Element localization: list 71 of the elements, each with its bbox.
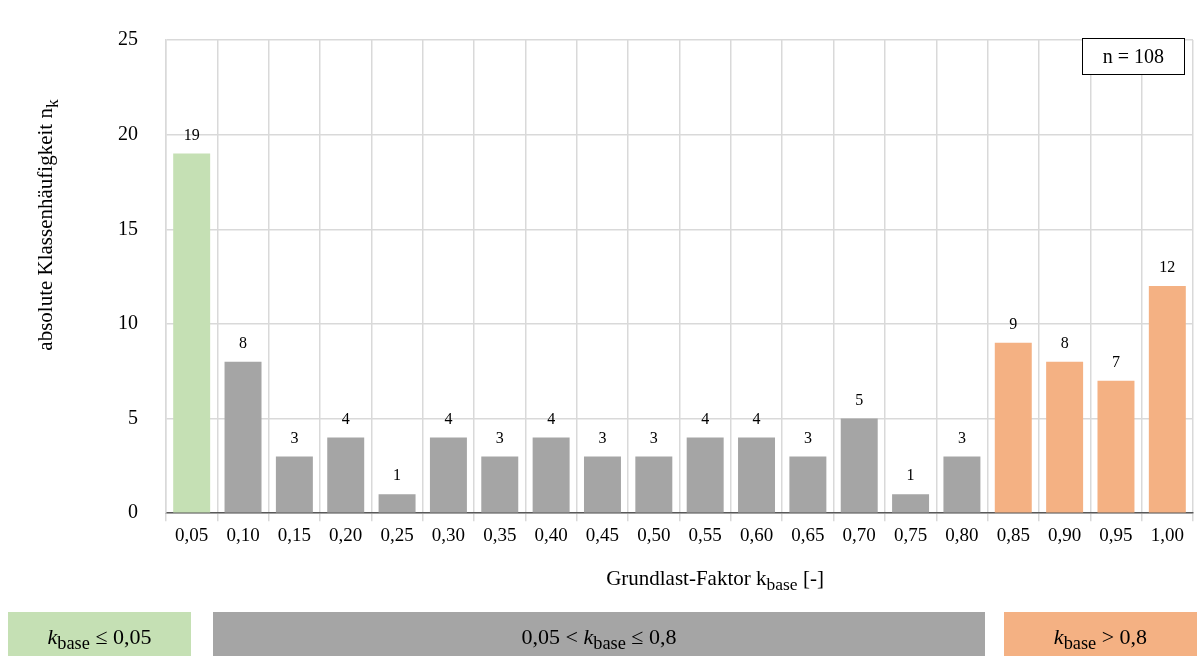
- data-label: 4: [752, 409, 761, 427]
- x-tick-label: 0,85: [996, 523, 1030, 545]
- x-tick-label: 0,90: [1048, 523, 1082, 545]
- x-tick-label: 0,60: [739, 523, 774, 545]
- y-tick-label: 25: [118, 27, 138, 50]
- text: 0,05 < k$_{base}$ ≤ 0,8: [213, 612, 985, 656]
- bar: [892, 494, 930, 513]
- x-axis-title: Grundlast-Faktor k$_{base}$ [-]: [606, 566, 824, 596]
- text: k$_{base}$ ≤ 0,05: [8, 612, 191, 656]
- data-label: 19: [183, 125, 200, 143]
- y-tick-label: 20: [118, 121, 138, 144]
- data-label: 5: [855, 390, 864, 408]
- data-label: 12: [1159, 258, 1176, 276]
- data-label: 4: [547, 409, 556, 427]
- x-tick-label: 0,40: [534, 523, 568, 545]
- text: k$_{base}$ > 0,8: [1004, 612, 1197, 656]
- data-label: 3: [649, 428, 658, 446]
- bar: [429, 437, 467, 513]
- x-tick-label: 0,45: [585, 523, 620, 545]
- bar: [224, 361, 262, 513]
- bar: [1046, 361, 1084, 513]
- x-tick-label: 0,15: [277, 523, 311, 545]
- bar: [686, 437, 724, 513]
- x-tick-label: 0,20: [329, 523, 363, 545]
- x-tick-label: 0,75: [893, 523, 928, 545]
- x-tick-label: 0,65: [791, 523, 825, 545]
- x-tick-label: 0,30: [431, 523, 466, 545]
- data-label: 3: [803, 428, 812, 446]
- bar: [994, 342, 1032, 513]
- x-tick-label: 0,95: [1099, 523, 1133, 545]
- x-tick-label: 0,35: [483, 523, 517, 545]
- bar: [738, 437, 776, 513]
- bar: [481, 456, 519, 513]
- bar: [840, 418, 878, 513]
- data-label: 4: [341, 409, 350, 427]
- data-label: 4: [444, 409, 453, 427]
- x-tick-label: 0,70: [842, 523, 876, 545]
- data-label: 9: [1009, 315, 1018, 333]
- bar: [532, 437, 570, 513]
- bar: [1148, 286, 1186, 513]
- data-label: 3: [495, 428, 504, 446]
- bar: [583, 456, 621, 513]
- bar: [635, 456, 673, 513]
- y-tick-label: 15: [118, 216, 138, 239]
- data-label: 8: [1060, 333, 1069, 351]
- x-tick-label: 1,00: [1150, 523, 1184, 545]
- y-tick-label: 0: [128, 500, 138, 523]
- data-label: 7: [1111, 352, 1120, 370]
- data-label: 3: [290, 428, 299, 446]
- data-label: 3: [598, 428, 607, 446]
- bar: [1097, 380, 1135, 513]
- bar: [327, 437, 365, 513]
- x-tick-label: 0,10: [226, 523, 260, 545]
- annotation: n = 108: [1081, 38, 1185, 75]
- data-label: 1: [906, 466, 915, 484]
- y-tick-label: 5: [128, 405, 138, 428]
- bar: [789, 456, 827, 513]
- x-tick-label: 0,25: [380, 523, 414, 545]
- bar: [378, 494, 416, 513]
- data-label: 8: [239, 333, 248, 351]
- data-label: 4: [701, 409, 710, 427]
- bar: [275, 456, 313, 513]
- data-label: 3: [957, 428, 966, 446]
- data-label: 1: [393, 466, 402, 484]
- x-tick-label: 0,50: [637, 523, 671, 545]
- y-tick-label: 10: [118, 311, 138, 334]
- x-tick-label: 0,55: [688, 523, 722, 545]
- x-tick-label: 0,05: [175, 523, 209, 545]
- bar: [173, 153, 211, 513]
- x-tick-label: 0,80: [945, 523, 979, 545]
- bar: [943, 456, 981, 513]
